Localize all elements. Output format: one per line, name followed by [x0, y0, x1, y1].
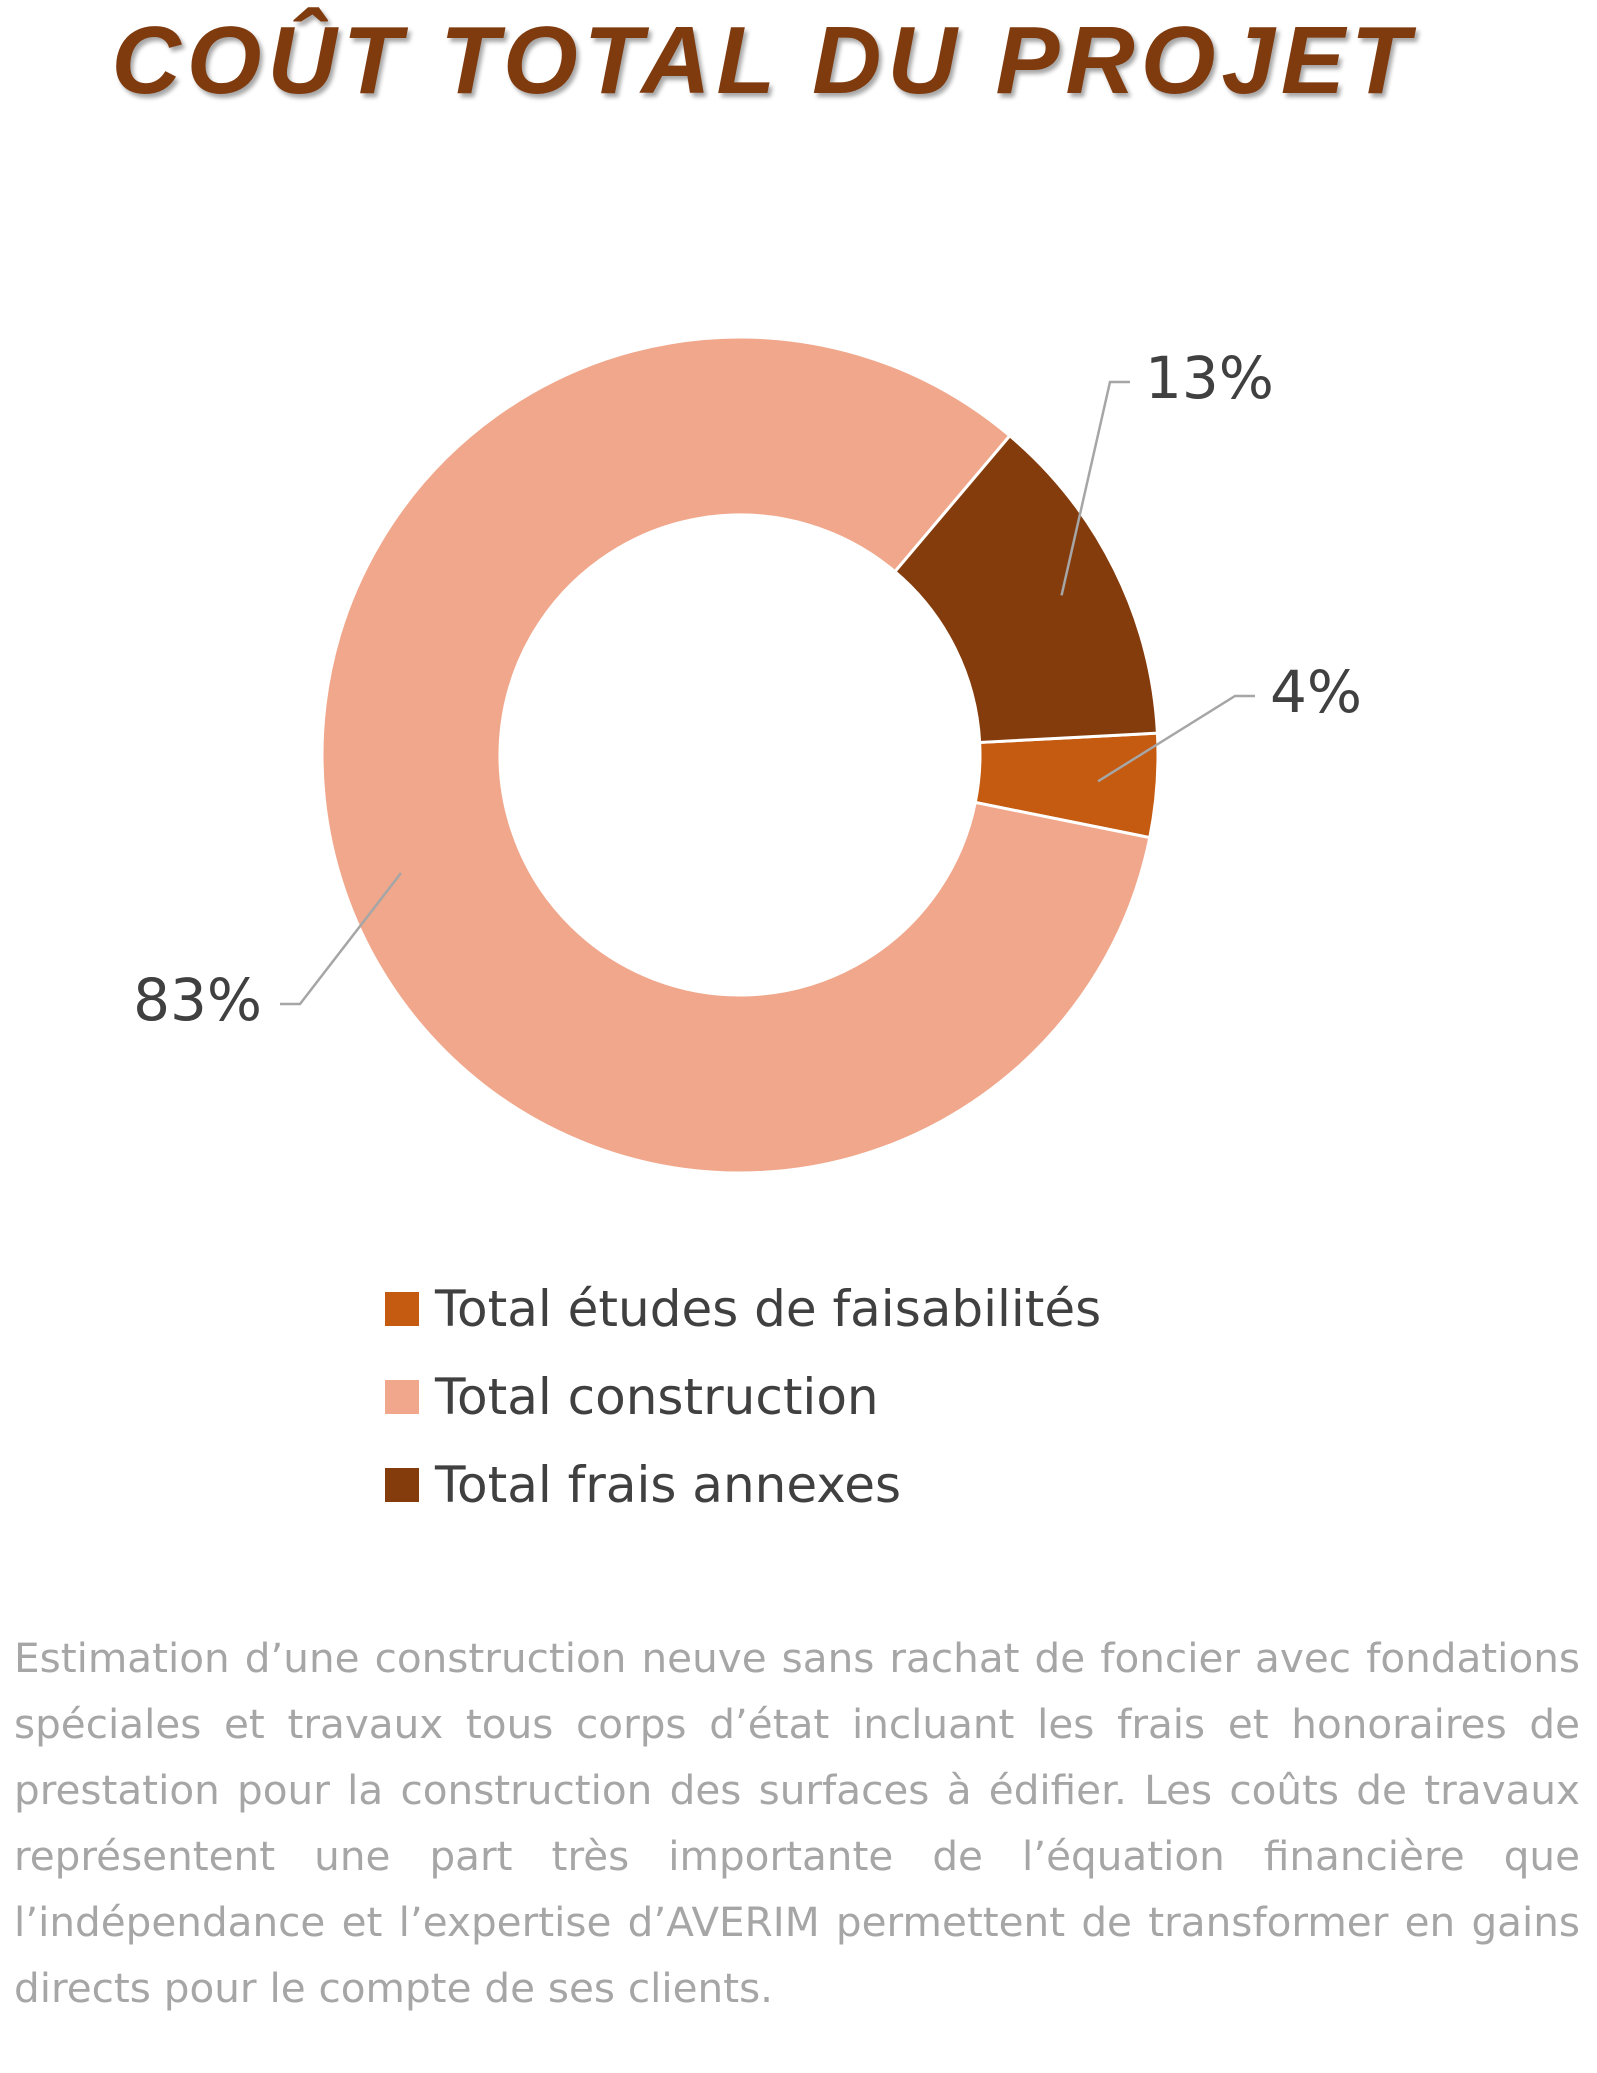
data-label-frais-annexes: 13% [1145, 344, 1274, 412]
leader-line-etudes [1097, 694, 1255, 783]
chart-title: COÛT TOTAL DU PROJET [111, 7, 1416, 114]
legend-label-construction: Total construction [435, 1368, 879, 1426]
leader-line-construction [280, 872, 402, 1006]
legend-label-etudes: Total études de faisabilités [435, 1280, 1102, 1338]
data-label-construction: 83% [133, 966, 262, 1034]
legend-item-etudes: Total études de faisabilités [385, 1265, 1101, 1353]
legend-swatch-frais-annexes [385, 1468, 419, 1502]
donut-chart: 4% 83% 13% [133, 335, 1362, 1175]
slice-construction [320, 335, 1152, 1175]
data-label-etudes: 4% [1270, 658, 1362, 726]
chart-legend: Total études de faisabilités Total const… [385, 1265, 1101, 1529]
legend-swatch-construction [385, 1380, 419, 1414]
description-paragraph: Estimation d’une construction neuve sans… [14, 1634, 1580, 2012]
leader-line-frais-annexes [1060, 380, 1130, 596]
legend-label-frais-annexes: Total frais annexes [435, 1456, 902, 1514]
legend-item-construction: Total construction [385, 1353, 1101, 1441]
legend-swatch-etudes [385, 1292, 419, 1326]
legend-item-frais-annexes: Total frais annexes [385, 1441, 1101, 1529]
slice-frais-annexes [892, 433, 1160, 745]
